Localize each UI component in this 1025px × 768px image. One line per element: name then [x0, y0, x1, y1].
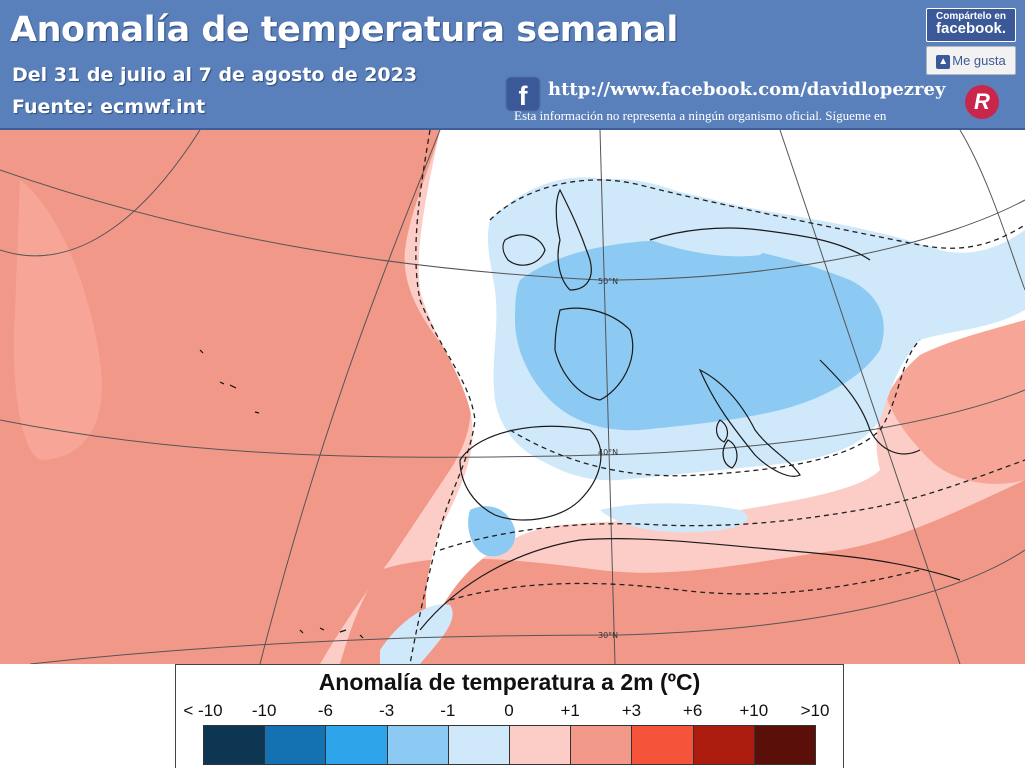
thumbs-up-icon: ▲ [936, 54, 951, 69]
header: Anomalía de temperatura semanal Del 31 d… [0, 0, 1025, 130]
island-madeira [254, 411, 260, 414]
iberia-coast [459, 425, 602, 521]
legend-swatch [447, 725, 510, 765]
disclaimer: Esta información no representa a ningún … [514, 108, 887, 123]
parallel-30n [29, 549, 1025, 664]
france-coast [554, 307, 634, 401]
island-azores-3 [229, 384, 237, 389]
legend-swatch [753, 725, 816, 765]
balkans-coast [819, 359, 921, 455]
meridian-far-east [959, 130, 1025, 291]
legend-tick-label: -3 [379, 701, 395, 720]
legend-tick-label: 0 [504, 701, 514, 720]
facebook-wordmark: facebook. [935, 20, 1007, 37]
legend-swatch [203, 725, 266, 765]
like-button[interactable]: ▲ Me gusta [926, 46, 1016, 75]
legend-tick-label: -10 [251, 701, 277, 720]
legend-swatch [509, 725, 572, 765]
share-label: Compártelo en [935, 11, 1006, 22]
legend-tick-label: -1 [440, 701, 456, 720]
ireland-coast [502, 234, 546, 266]
legend-tick-label: -6 [317, 701, 333, 720]
contour-central [509, 339, 921, 477]
legend-tick-label: +1 [560, 701, 580, 720]
coastlines [419, 188, 961, 631]
contour-south [439, 459, 1025, 551]
right-margin [1012, 664, 1025, 768]
legend-swatch [325, 725, 388, 765]
legend-tick-label: >10 [800, 701, 830, 720]
meridian-west [259, 130, 441, 664]
legend-swatch [570, 725, 633, 765]
islands [199, 349, 364, 639]
source-label: Fuente: ecmwf.int [12, 96, 206, 118]
legend-tick-label: < -10 [183, 701, 223, 720]
facebook-link[interactable]: http://www.facebook.com/davidlopezrey [548, 79, 946, 100]
north-africa-coast [419, 538, 961, 631]
east-med-warm-region [880, 320, 1025, 484]
map-svg: 50°N 40°N 30°N [0, 130, 1025, 664]
island-azores-2 [219, 381, 225, 385]
legend-swatch [692, 725, 755, 765]
contour-africa [449, 569, 921, 601]
anomaly-map: 50°N 40°N 30°N [0, 130, 1025, 664]
baltic-coast [649, 227, 871, 261]
meridian-far-west [0, 130, 201, 257]
corsica-coast [715, 419, 729, 443]
contour-lines [409, 130, 1025, 664]
island-azores-1 [199, 349, 204, 354]
legend-swatch [386, 725, 449, 765]
page-title: Anomalía de temperatura semanal [10, 10, 678, 50]
north-africa-warm-region [340, 480, 1025, 664]
north-sea-cool [600, 179, 768, 257]
like-label: Me gusta [952, 53, 1006, 68]
legend-swatch [264, 725, 327, 765]
legend-tick-label: +6 [682, 701, 703, 720]
atlantic-warm-core [0, 130, 340, 664]
latitude-labels: 50°N 40°N 30°N [598, 277, 618, 640]
lat-label-40n: 40°N [598, 448, 618, 457]
italy-coast [698, 368, 801, 477]
legend-swatch [631, 725, 694, 765]
legend: Anomalía de temperatura a 2m (ºC) < -10 -… [175, 664, 844, 768]
lat-label-50n: 50°N [598, 277, 618, 286]
islands-canary [299, 627, 364, 639]
atlantic-lighter-patch [13, 180, 102, 460]
contour-west [409, 130, 476, 664]
britain-coast [555, 188, 592, 291]
facebook-icon[interactable]: f [507, 78, 539, 110]
parallel-40n [0, 389, 1025, 458]
iberia-cool-pocket [468, 506, 516, 557]
contour-north [489, 179, 1025, 249]
david-lopez-rey-logo[interactable]: R [965, 85, 999, 119]
legend-tick-label: +3 [621, 701, 642, 720]
lat-label-30n: 30°N [598, 631, 618, 640]
sardinia-coast [722, 439, 738, 469]
legend-title: Anomalía de temperatura a 2m (ºC) [318, 669, 701, 695]
legend-tick-label: +10 [739, 701, 769, 720]
parallel-50n [0, 169, 1025, 281]
date-range: Del 31 de julio al 7 de agosto de 2023 [12, 64, 418, 86]
share-on-facebook-button[interactable]: Compártelo en facebook. [926, 8, 1016, 42]
